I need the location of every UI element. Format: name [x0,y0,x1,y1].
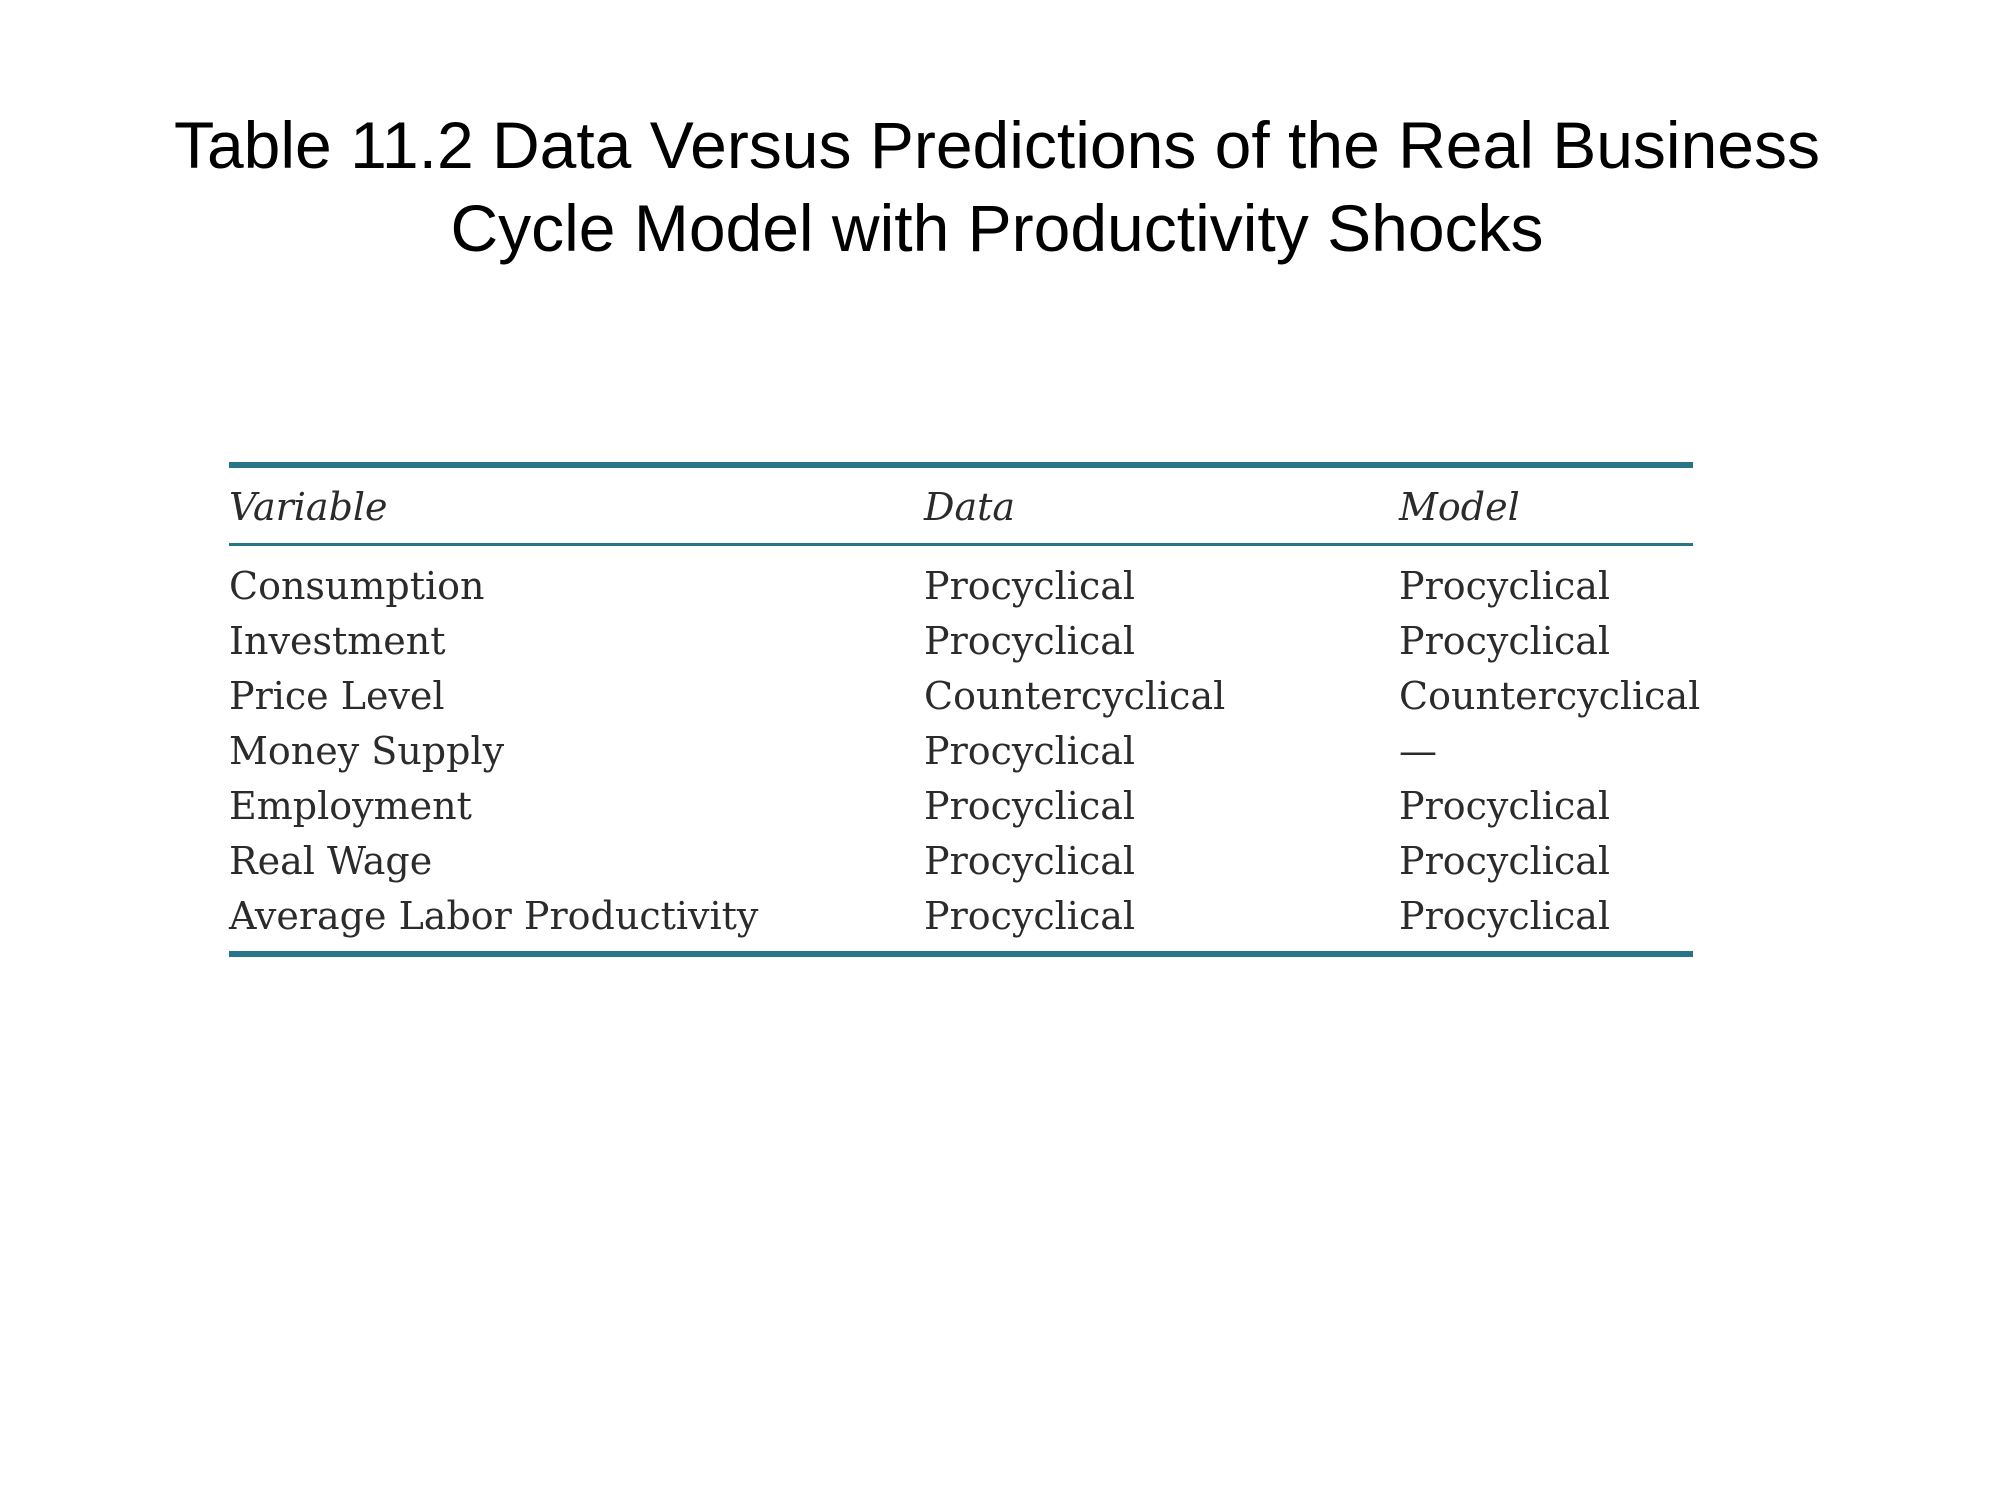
cell-variable: Average Labor Productivity [229,893,759,938]
table-row: Real Wage Procyclical Procyclical [229,833,1693,888]
cell-model: Procyclical [1399,563,1611,608]
cell-data: Procyclical [924,618,1136,663]
cell-variable: Employment [229,783,472,828]
cell-data: Procyclical [924,563,1136,608]
table-row: Consumption Procyclical Procyclical [229,558,1693,613]
table-body: Consumption Procyclical Procyclical Inve… [229,546,1701,951]
cell-model: Procyclical [1399,618,1611,663]
header-model: Model [1399,484,1520,529]
cell-variable: Consumption [229,563,485,608]
table-bottom-rule [229,951,1693,957]
table-row: Employment Procyclical Procyclical [229,778,1693,833]
cell-variable: Money Supply [229,728,505,773]
header-data: Data [924,484,1016,529]
table-header-rule [229,543,1693,546]
cell-data: Procyclical [924,728,1136,773]
header-variable: Variable [229,484,388,529]
title-line-2: Cycle Model with Productivity Shocks [450,191,1544,265]
table-row: Investment Procyclical Procyclical [229,613,1693,668]
cell-data: Procyclical [924,783,1136,828]
cell-variable: Price Level [229,673,445,718]
cell-model: Countercyclical [1399,673,1701,718]
table-row: Price Level Countercyclical Countercycli… [229,668,1701,723]
table-row: Average Labor Productivity Procyclical P… [229,888,1693,943]
cell-variable: Investment [229,618,446,663]
cell-model: Procyclical [1399,893,1611,938]
cell-model: Procyclical [1399,783,1611,828]
comparison-table: Variable Data Model Consumption Procycli… [229,462,1701,957]
table-header-row: Variable Data Model [229,468,1693,543]
table-top-rule [229,462,1693,468]
title-line-1: Table 11.2 Data Versus Predictions of th… [173,108,1821,182]
table-row: Money Supply Procyclical — [229,723,1693,778]
cell-model: — [1399,728,1437,773]
cell-data: Procyclical [924,893,1136,938]
cell-data: Procyclical [924,838,1136,883]
cell-model: Procyclical [1399,838,1611,883]
page-title: Table 11.2 Data Versus Predictions of th… [0,104,1994,270]
cell-variable: Real Wage [229,838,433,883]
cell-data: Countercyclical [924,673,1226,718]
